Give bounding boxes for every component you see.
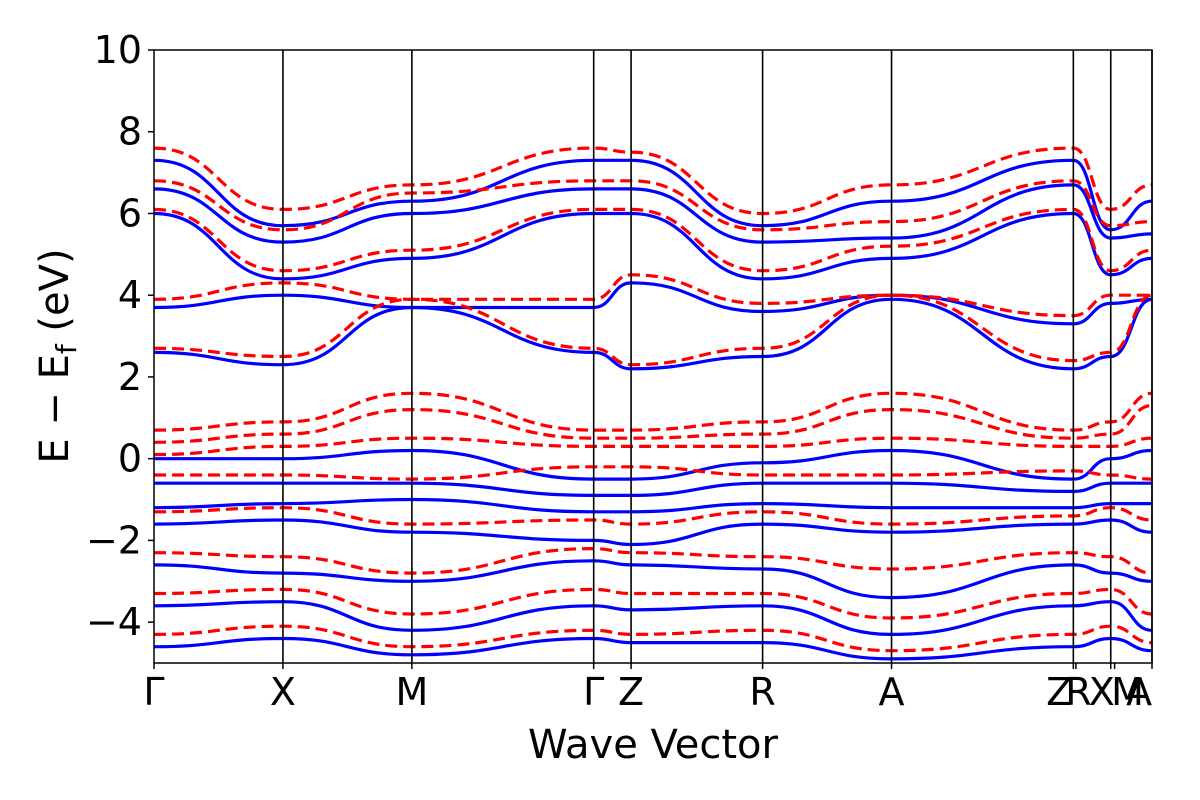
x-tick-label: A <box>879 670 905 714</box>
x-tick-label: R <box>749 670 775 714</box>
plot-frame <box>153 49 1153 664</box>
x-tick-label: Z <box>618 670 644 714</box>
y-tick-label: 6 <box>118 191 142 235</box>
y-tick-label: 0 <box>118 437 142 481</box>
x-tick-label: M <box>395 670 428 714</box>
y-ticks: −4 −2 0 2 4 6 8 10 <box>86 28 154 644</box>
y-axis-label-unit: (eV) <box>32 248 78 344</box>
dashed-band-line-6 <box>154 403 1152 444</box>
x-tick-label: X <box>270 670 296 714</box>
y-tick-label: −2 <box>86 518 142 562</box>
x-tick-label: M <box>1111 670 1144 714</box>
y-tick-label: 4 <box>118 273 142 317</box>
y-tick-label: 2 <box>118 355 142 399</box>
dashed-band-line-11 <box>154 587 1152 620</box>
y-tick-label: 10 <box>94 28 142 72</box>
y-axis-label-main: E − E <box>32 354 78 464</box>
x-tick-label: Z <box>1046 670 1072 714</box>
dashed-band-line-4 <box>154 146 1152 216</box>
solid-band-line-4 <box>154 158 1152 232</box>
y-axis-label: E − Ef (eV) <box>32 248 83 463</box>
y-tick-label: −4 <box>86 600 142 644</box>
y-tick-label: 8 <box>118 110 142 154</box>
x-tick-label: Γ <box>583 670 604 714</box>
x-axis-label: Wave Vector <box>528 722 779 768</box>
y-axis-label-subscript: f <box>50 343 83 354</box>
x-tick-label: A <box>1126 670 1152 714</box>
x-tick-label: Γ <box>143 670 164 714</box>
x-tick-label: X <box>1089 670 1115 714</box>
x-tick-label: R <box>1065 670 1091 714</box>
plot-area <box>154 50 1152 663</box>
